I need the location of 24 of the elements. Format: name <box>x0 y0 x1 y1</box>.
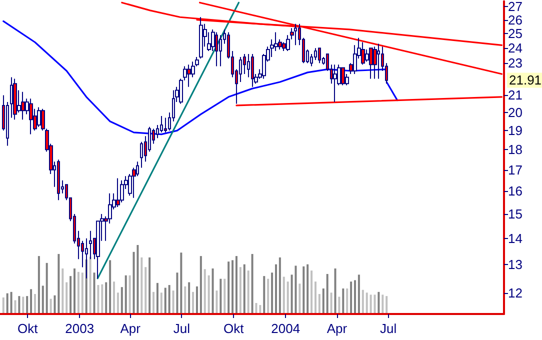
x-tick-label: Jul <box>380 321 397 336</box>
y-tick-label: 20 <box>508 104 522 120</box>
x-tick-label: Jul <box>173 321 190 336</box>
y-tick-label: 19 <box>508 123 522 138</box>
y-tick-label: 14 <box>508 230 522 246</box>
y-tick-label: 24 <box>508 40 522 56</box>
x-tick-label: Okt <box>18 321 38 336</box>
y-tick-label: 27 <box>508 0 522 14</box>
y-tick-label: 26 <box>508 12 522 28</box>
x-tick-label: 2003 <box>65 321 94 336</box>
y-tick-label: 25 <box>508 26 522 42</box>
y-tick-label: 13 <box>508 257 522 272</box>
y-tick-label: 18 <box>508 142 522 158</box>
y-tick-label: 15 <box>508 206 522 222</box>
y-tick-label: 17 <box>508 162 522 178</box>
y-tick-label: 16 <box>508 184 522 199</box>
x-tick-label: Apr <box>120 321 142 336</box>
y-tick-label: 12 <box>508 285 522 300</box>
y-tick-label: 23 <box>508 56 522 71</box>
x-tick-label: 2004 <box>271 321 300 336</box>
annotation: 21.91 <box>509 72 542 88</box>
y-tick-label: 21 <box>508 88 522 103</box>
x-tick-label: Apr <box>326 321 348 336</box>
x-tick-label: Okt <box>224 321 244 336</box>
